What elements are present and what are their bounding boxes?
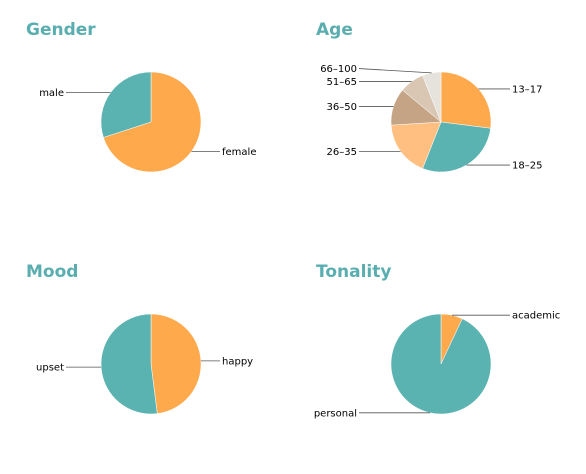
age-panel: Age 13–17 18–25 26–35 36–50 51–65 66–100 <box>290 0 583 232</box>
slice-label: female <box>222 147 256 158</box>
tonality-panel: Tonality academic personal <box>290 242 583 474</box>
slice-label: 51–65 <box>327 77 357 88</box>
pie-slice-upset <box>100 313 158 415</box>
pie-slice-happy <box>150 313 202 414</box>
pie-slice-personal <box>390 313 492 415</box>
pie-slice-13-17 <box>440 71 492 129</box>
mood-pie-chart: happy upset <box>36 313 253 415</box>
slice-label: 18–25 <box>512 161 542 172</box>
panel-title: Mood <box>26 262 79 282</box>
slice-label: 26–35 <box>327 147 357 158</box>
mood-panel: Mood happy upset <box>0 242 293 474</box>
panel-title: Gender <box>26 20 96 40</box>
slice-label: 13–17 <box>512 84 542 95</box>
pie-slice-male <box>100 71 152 138</box>
age-pie-chart: 13–17 18–25 26–35 36–50 51–65 66–100 <box>320 64 542 173</box>
slice-label: happy <box>222 356 253 367</box>
slice-label: upset <box>36 363 64 374</box>
slice-label: 36–50 <box>327 102 357 113</box>
slice-label: academic <box>512 311 560 322</box>
gender-panel: Gender female male <box>0 0 293 232</box>
leader-line <box>358 68 432 74</box>
panel-title: Tonality <box>316 262 392 282</box>
panel-title: Age <box>316 20 353 40</box>
tonality-pie-chart: academic personal <box>314 311 560 420</box>
slice-label: male <box>39 88 64 99</box>
gender-pie-chart: female male <box>39 71 256 173</box>
slice-label: personal <box>314 408 357 419</box>
slice-label: 66–100 <box>320 64 357 75</box>
